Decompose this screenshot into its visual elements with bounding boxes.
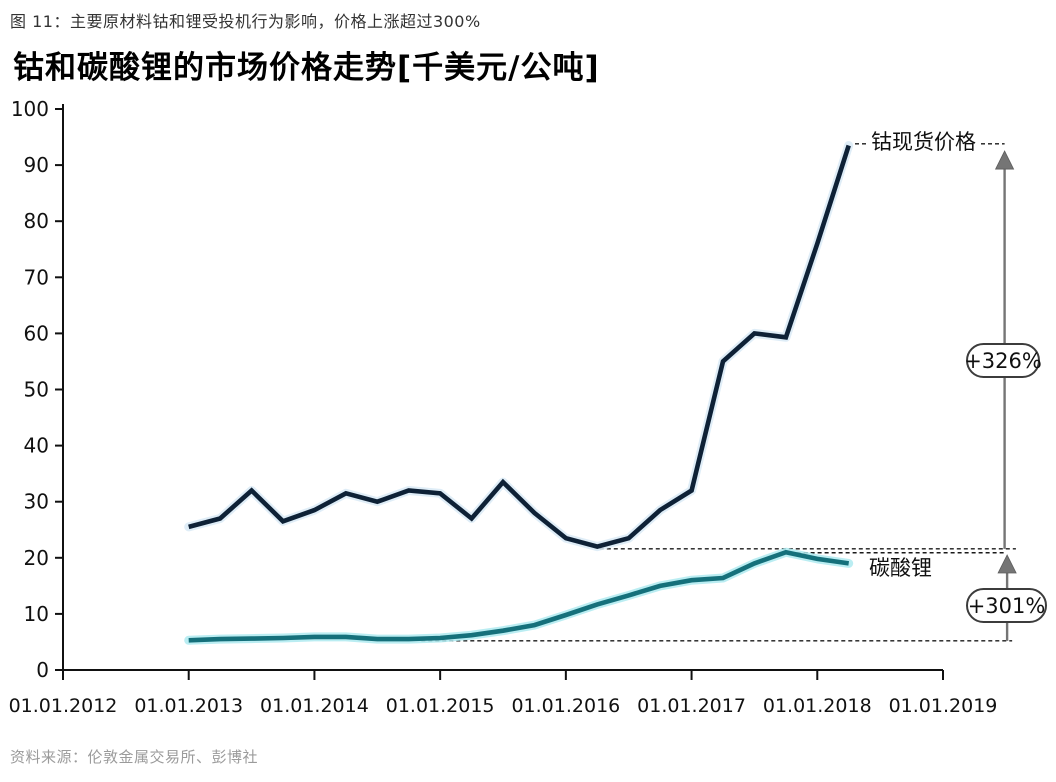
y-axis-tick-label: 100	[11, 97, 49, 121]
x-axis-tick-label: 01.01.2015	[386, 695, 495, 717]
y-axis-tick-label: 70	[24, 265, 49, 289]
x-axis-tick-label: 01.01.2016	[511, 695, 620, 717]
y-axis-tick-label: 50	[24, 378, 49, 402]
figure-caption: 图 11：主要原材料钴和锂受投机行为影响，价格上涨超过300%	[10, 12, 481, 31]
x-axis-tick-label: 01.01.2018	[763, 695, 872, 717]
y-axis-tick-label: 0	[36, 658, 49, 682]
x-axis-tick-label: 01.01.2012	[9, 695, 118, 717]
y-axis-tick-label: 20	[24, 546, 49, 570]
cobalt-spot-price-series-label: 钴现货价格	[868, 129, 979, 155]
series-line-碳酸锂	[188, 549, 850, 643]
x-axis-tick-label: 01.01.2014	[260, 695, 369, 717]
callout-arrowhead-icon-1	[997, 554, 1017, 574]
y-axis-tick-label: 90	[24, 153, 49, 177]
lithium-carbonate-series-label: 碳酸锂	[866, 555, 935, 581]
lithium-percent-change-badge: +301%	[966, 588, 1047, 623]
series-line-钴现货价格	[188, 144, 851, 549]
y-axis-tick-label: 60	[24, 321, 49, 345]
y-axis-tick-label: 30	[24, 490, 49, 514]
series-line-halo-0	[184, 141, 854, 552]
x-axis-tick-label: 01.01.2013	[134, 695, 243, 717]
chart-title: 钴和碳酸锂的市场价格走势[千美元/公吨]	[13, 50, 600, 86]
cobalt-percent-change-badge: +326%	[964, 343, 1042, 378]
data-source-note: 资料来源：伦敦金属交易所、彭博社	[10, 748, 259, 766]
y-axis-tick-label: 80	[24, 209, 49, 233]
y-axis-tick-label: 40	[24, 434, 49, 458]
y-axis-tick-label: 10	[24, 602, 49, 626]
x-axis-tick-label: 01.01.2017	[637, 695, 746, 717]
x-axis-tick-label: 01.01.2019	[889, 695, 998, 717]
callout-arrowhead-icon-0	[994, 150, 1015, 170]
